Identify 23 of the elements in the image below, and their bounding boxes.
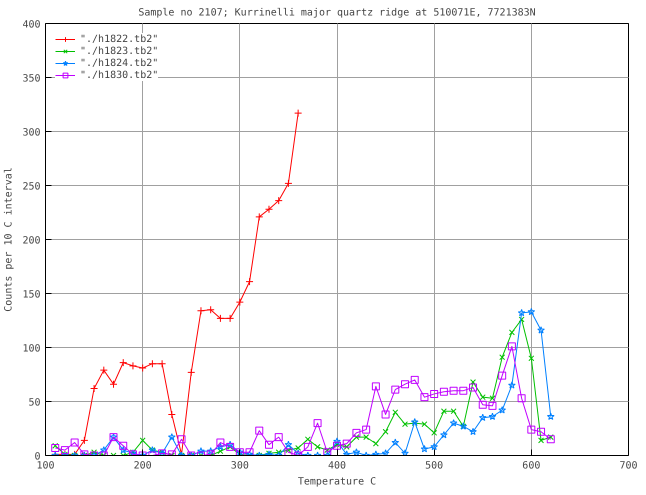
chart-title: Sample no 2107; Kurrinelli major quartz ridge at 510071E, 7721383N (138, 8, 536, 18)
legend-label: "./h1824.tb2" (80, 57, 158, 69)
y-tick-label: 350 (22, 74, 40, 84)
x-tick-label: 700 (619, 460, 638, 472)
x-tick-label: 500 (425, 460, 444, 472)
x-axis-title: Temperature C (298, 476, 376, 488)
y-tick-label: 200 (22, 236, 40, 246)
legend-label: "./h1830.tb2" (80, 69, 158, 81)
legend-label: "./h1822.tb2" (80, 33, 158, 45)
x-tick-label: 100 (36, 460, 55, 472)
x-tick-label: 400 (328, 460, 346, 472)
y-tick-label: 100 (22, 344, 40, 354)
x-tick-label: 200 (134, 460, 152, 472)
y-tick-label: 250 (22, 182, 40, 192)
y-tick-label: 0 (34, 452, 41, 462)
y-tick-label: 300 (22, 128, 40, 138)
legend-label: "./h1823.tb2" (80, 45, 158, 57)
y-axis-title: Counts per 10 C interval (3, 167, 14, 312)
y-tick-label: 50 (28, 398, 41, 408)
x-tick-label: 600 (522, 460, 540, 472)
y-tick-label: 150 (22, 290, 40, 300)
y-tick-label: 400 (22, 20, 40, 30)
x-tick-label: 300 (230, 460, 249, 472)
